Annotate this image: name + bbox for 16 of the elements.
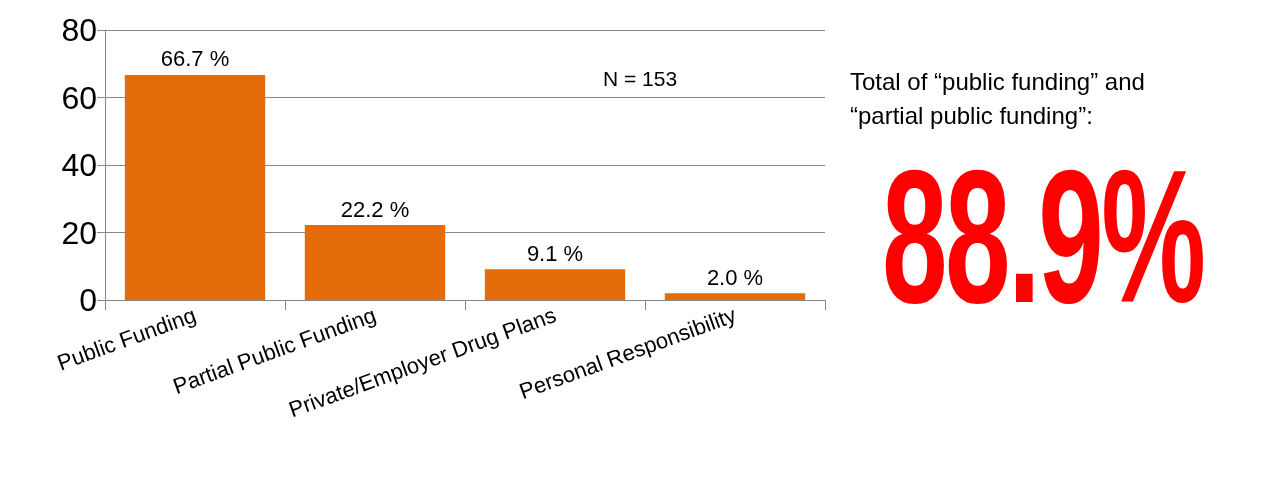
data-label: 22.2 %: [340, 196, 410, 222]
text: Total of “public funding” and “partial public funding”:: [850, 68, 1145, 129]
y-tick-label: 80: [61, 12, 97, 48]
y-tick-label: 20: [61, 214, 97, 251]
annotation: N = 153: [603, 67, 678, 90]
y-tick-label: 40: [61, 147, 97, 183]
bar: [664, 293, 806, 300]
data-label: 2.0 %: [706, 264, 764, 290]
data-label: 9.1 %: [526, 240, 584, 266]
data-label: 66.7 %: [160, 46, 230, 72]
bar: [484, 269, 626, 300]
bar: [124, 74, 266, 300]
y-tick-label: 60: [61, 79, 97, 116]
y-tick-label: 0: [79, 282, 97, 318]
bar: [304, 225, 446, 300]
text: 88.9%: [882, 130, 1204, 342]
